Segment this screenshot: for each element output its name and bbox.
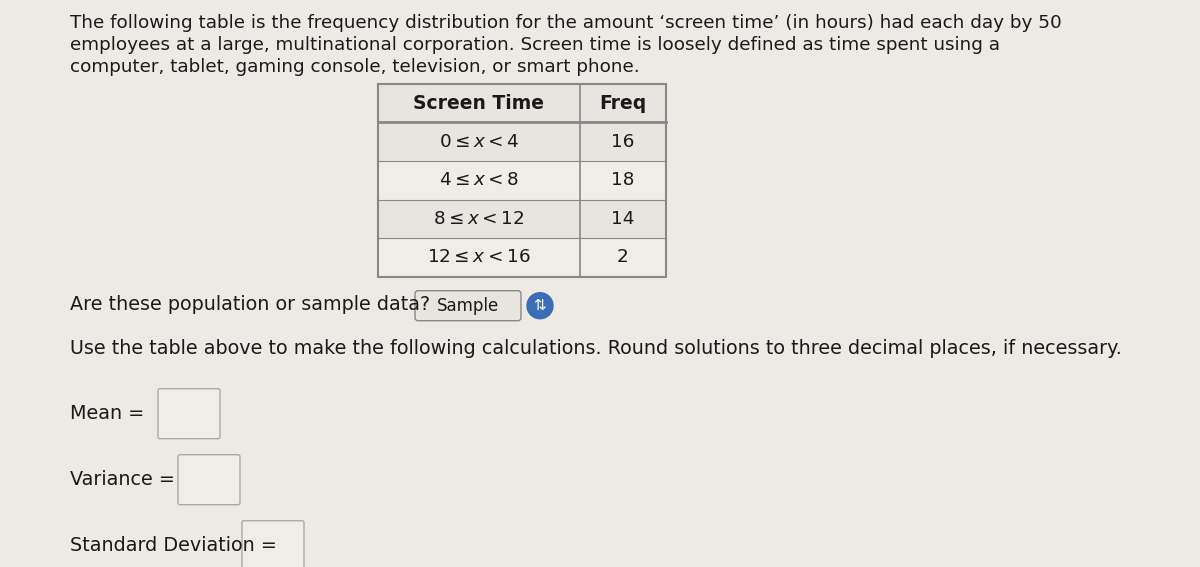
Text: Variance =: Variance = <box>70 470 175 489</box>
Text: 14: 14 <box>611 210 635 228</box>
Bar <box>378 84 666 122</box>
Text: Sample: Sample <box>437 297 499 315</box>
FancyBboxPatch shape <box>178 455 240 505</box>
Text: Screen Time: Screen Time <box>413 94 545 113</box>
Text: Freq: Freq <box>599 94 647 113</box>
Text: Standard Deviation =: Standard Deviation = <box>70 536 277 555</box>
Text: computer, tablet, gaming console, television, or smart phone.: computer, tablet, gaming console, televi… <box>70 58 640 76</box>
FancyBboxPatch shape <box>415 291 521 321</box>
Bar <box>378 238 666 277</box>
Text: $4 \leq x < 8$: $4 \leq x < 8$ <box>439 171 518 189</box>
Text: The following table is the frequency distribution for the amount ‘screen time’ (: The following table is the frequency dis… <box>70 14 1062 32</box>
Text: $8 \leq x < 12$: $8 \leq x < 12$ <box>433 210 524 228</box>
Text: 18: 18 <box>611 171 635 189</box>
Text: $0 \leq x < 4$: $0 \leq x < 4$ <box>439 133 518 151</box>
Text: employees at a large, multinational corporation. Screen time is loosely defined : employees at a large, multinational corp… <box>70 36 1000 54</box>
Bar <box>378 200 666 238</box>
Text: Use the table above to make the following calculations. Round solutions to three: Use the table above to make the followin… <box>70 338 1122 358</box>
Text: 2: 2 <box>617 248 629 266</box>
Circle shape <box>527 293 553 319</box>
Bar <box>378 122 666 161</box>
Text: 16: 16 <box>611 133 635 151</box>
Text: ⇅: ⇅ <box>534 298 546 313</box>
Text: Mean =: Mean = <box>70 404 144 423</box>
FancyBboxPatch shape <box>242 521 304 567</box>
Text: $12 \leq x < 16$: $12 \leq x < 16$ <box>427 248 530 266</box>
Bar <box>378 161 666 200</box>
Text: Are these population or sample data?: Are these population or sample data? <box>70 295 430 314</box>
FancyBboxPatch shape <box>158 389 220 439</box>
Bar <box>378 84 666 277</box>
